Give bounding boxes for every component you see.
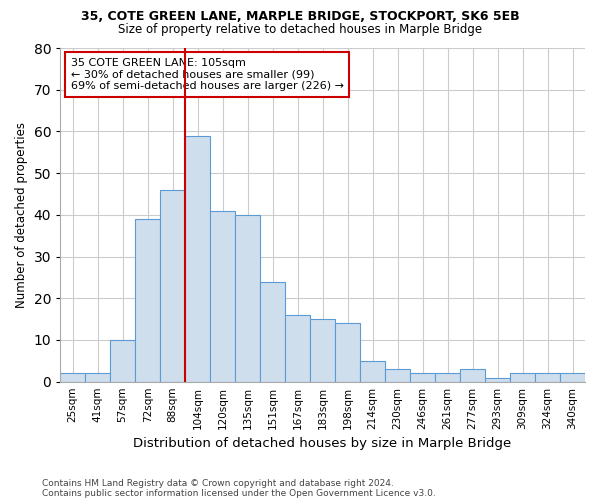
Bar	[235, 215, 260, 382]
Bar	[260, 282, 285, 382]
Bar	[560, 374, 585, 382]
Text: 35, COTE GREEN LANE, MARPLE BRIDGE, STOCKPORT, SK6 5EB: 35, COTE GREEN LANE, MARPLE BRIDGE, STOC…	[80, 10, 520, 23]
Text: 35 COTE GREEN LANE: 105sqm
← 30% of detached houses are smaller (99)
69% of semi: 35 COTE GREEN LANE: 105sqm ← 30% of deta…	[71, 58, 344, 91]
Bar	[335, 324, 360, 382]
Text: Size of property relative to detached houses in Marple Bridge: Size of property relative to detached ho…	[118, 22, 482, 36]
Bar	[385, 369, 410, 382]
Bar	[110, 340, 135, 382]
Text: Contains HM Land Registry data © Crown copyright and database right 2024.: Contains HM Land Registry data © Crown c…	[42, 478, 394, 488]
Text: Contains public sector information licensed under the Open Government Licence v3: Contains public sector information licen…	[42, 488, 436, 498]
Bar	[435, 374, 460, 382]
Bar	[310, 319, 335, 382]
Bar	[285, 315, 310, 382]
Bar	[510, 374, 535, 382]
Bar	[135, 219, 160, 382]
Bar	[535, 374, 560, 382]
Bar	[185, 136, 210, 382]
Bar	[210, 210, 235, 382]
Bar	[485, 378, 510, 382]
X-axis label: Distribution of detached houses by size in Marple Bridge: Distribution of detached houses by size …	[133, 437, 512, 450]
Bar	[60, 374, 85, 382]
Bar	[460, 369, 485, 382]
Bar	[410, 374, 435, 382]
Y-axis label: Number of detached properties: Number of detached properties	[15, 122, 28, 308]
Bar	[160, 190, 185, 382]
Bar	[85, 374, 110, 382]
Bar	[360, 361, 385, 382]
